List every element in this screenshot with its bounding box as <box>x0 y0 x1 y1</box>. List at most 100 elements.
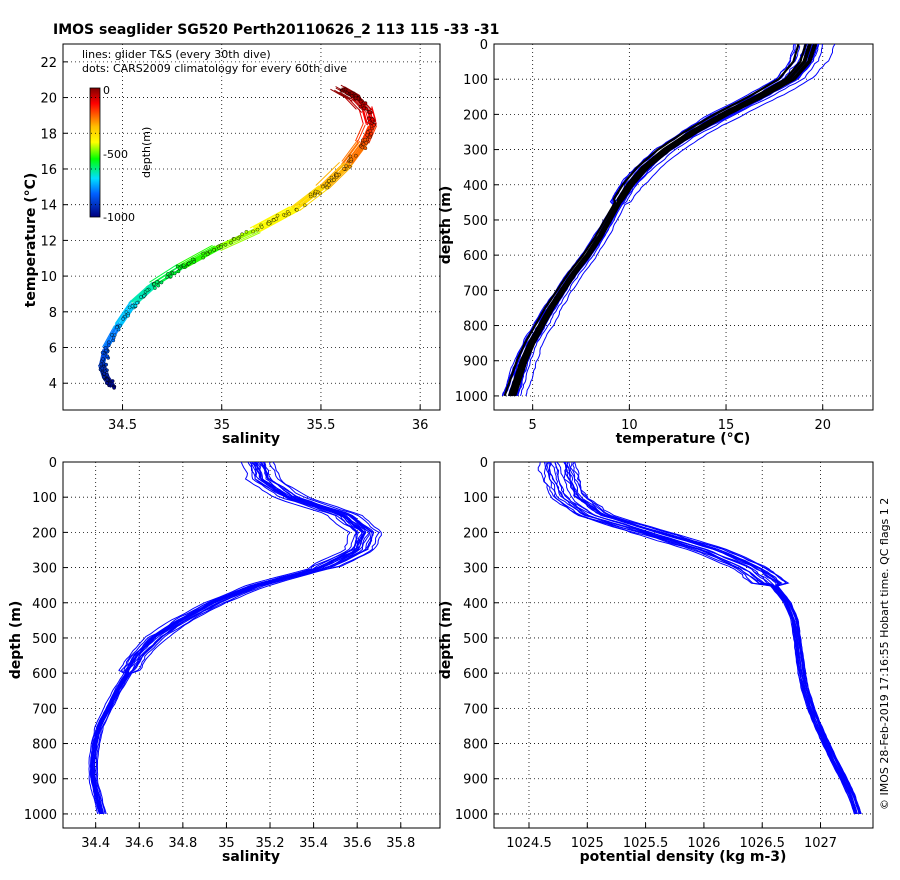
sd-glider-profile <box>90 462 360 815</box>
ts-glider-segment <box>315 161 340 186</box>
ts-climatology-dot <box>102 371 106 376</box>
ts-climatology-dot <box>364 140 369 145</box>
ts-climatology-dot <box>159 280 164 285</box>
ts-climatology-dot <box>133 303 138 308</box>
dd-ytick-label: 500 <box>463 632 488 647</box>
dd-axes-frame <box>493 461 874 829</box>
td-glider-profile <box>514 44 818 397</box>
sd-glider-profile <box>91 462 367 814</box>
sd-ylabel: depth (m) <box>8 601 24 679</box>
ts-climatology-dot <box>275 213 280 218</box>
ts-climatology-dot <box>368 129 373 133</box>
ts-climatology-dot <box>266 222 271 226</box>
ts-xlabel: salinity <box>222 431 280 447</box>
ts-climatology-dot <box>244 229 249 234</box>
td-xtick-label: 15 <box>718 418 735 433</box>
dd-glider-profile <box>537 462 855 815</box>
sd-xtick-label: 34.6 <box>125 836 154 851</box>
footer-credit: © IMOS 28-Feb-2019 17:16:55 Hobart time.… <box>878 498 891 810</box>
panel-ts: salinity temperature (°C) lines: glider … <box>23 43 441 447</box>
ts-climatology-dot <box>153 286 157 290</box>
ts-climatology-dot <box>176 269 181 274</box>
ts-glider-segment <box>299 188 328 211</box>
ts-climatology-dot <box>313 189 318 194</box>
ts-climatology-dot <box>255 227 260 232</box>
ts-climatology-dot <box>326 179 331 183</box>
ts-climatology-dot <box>99 362 103 367</box>
td-climatology-profile <box>514 44 818 397</box>
ts-climatology-dot <box>105 377 109 382</box>
ts-climatology-dot <box>105 381 109 385</box>
ts-climatology-dot <box>259 225 264 229</box>
ts-climatology-dot <box>111 335 116 340</box>
sd-glider-profile <box>88 462 351 815</box>
ts-climatology-dot <box>342 166 346 171</box>
sd-ytick-label: 800 <box>32 738 57 753</box>
td-ytick-label: 500 <box>463 214 488 229</box>
ts-climatology-dot <box>236 236 241 241</box>
ts-climatology-dot <box>318 191 322 196</box>
sd-glider-profile <box>95 462 380 814</box>
ts-glider-segment <box>178 245 215 266</box>
ts-climatology-dot <box>186 261 191 266</box>
ts-climatology-dot <box>208 249 212 254</box>
ts-climatology-dot <box>361 142 366 146</box>
ts-climatology-dot <box>121 317 125 321</box>
ts-glider-segment <box>149 263 178 283</box>
ts-climatology-dot <box>302 203 307 208</box>
ts-glider-segment <box>361 110 367 126</box>
ts-climatology-dot <box>345 91 349 95</box>
dd-ylabel: depth (m) <box>438 601 454 679</box>
ts-climatology-dot <box>320 184 325 189</box>
ts-climatology-dot <box>329 175 334 180</box>
td-ytick-label: 300 <box>463 144 488 159</box>
ts-ytick-label: 22 <box>40 56 57 71</box>
ts-climatology-dot <box>240 232 244 236</box>
td-glider-profile <box>525 44 836 397</box>
ts-climatology-dot <box>177 266 182 271</box>
ts-climatology-dot <box>308 192 313 197</box>
ts-glider-segment <box>130 284 151 303</box>
ts-climatology-dot <box>295 207 299 212</box>
td-ytick-label: 400 <box>463 179 488 194</box>
sd-glider-profile <box>93 462 374 814</box>
ts-glider-segment <box>341 139 359 162</box>
ts-xtick-label: 35.5 <box>306 418 335 433</box>
ts-glider-segment <box>258 206 299 229</box>
ts-glider-segment <box>328 165 353 190</box>
colorbar-tick-500: -500 <box>103 148 128 161</box>
ts-climatology-dot <box>332 178 336 182</box>
td-glider-profile <box>513 44 814 397</box>
ts-climatology-dot <box>212 247 216 252</box>
colorbar-tick-0: 0 <box>103 84 110 97</box>
ts-climatology-dot <box>348 154 353 159</box>
ts-climatology-dot <box>152 282 156 286</box>
ts-glider-segment <box>131 284 152 303</box>
ts-ytick-label: 4 <box>49 377 57 392</box>
dd-glider-profile <box>549 462 857 815</box>
ts-climatology-dot <box>100 350 105 355</box>
ts-climatology-dot <box>107 343 111 348</box>
figure-title: IMOS seaglider SG520 Perth20110626_2 113… <box>53 22 499 38</box>
ts-glider-segment <box>356 124 366 144</box>
dd-glider-profile <box>566 462 861 815</box>
ts-glider-segment <box>319 163 345 188</box>
ts-climatology-dot <box>358 104 363 109</box>
sd-ytick-label: 0 <box>49 456 57 471</box>
ts-ytick-label: 8 <box>49 306 57 321</box>
td-axes-frame <box>493 43 874 411</box>
ts-glider-segment <box>115 301 132 325</box>
sd-ytick-label: 900 <box>32 773 57 788</box>
ts-glider-segment <box>355 122 364 142</box>
ts-climatology-dot <box>363 101 368 105</box>
ts-climatology-dot <box>367 110 372 114</box>
ts-climatology-dot <box>287 211 292 216</box>
dd-ytick-label: 400 <box>463 597 488 612</box>
ts-glider-segment <box>362 108 367 124</box>
ts-climatology-dot <box>130 304 135 308</box>
sd-xtick-label: 35.8 <box>386 836 415 851</box>
ts-glider-segment <box>261 208 302 232</box>
dd-glider-profile <box>564 462 860 815</box>
ts-climatology-dot <box>201 251 205 256</box>
ts-climatology-dot <box>105 354 110 359</box>
